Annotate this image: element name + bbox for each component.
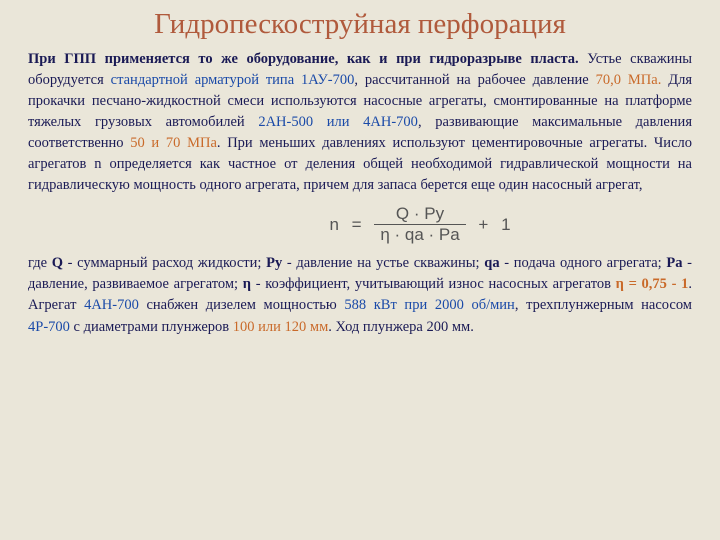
p2-seg-q: , трехплунжерным насосом (515, 297, 692, 313)
slide-body: Гидропескоструйная перфорация При ГПП пр… (0, 0, 720, 350)
paragraph-1: При ГПП применяется то же оборудование, … (28, 49, 692, 196)
formula-block: n = Q · Py η · qa · Pa + 1 (28, 204, 692, 245)
formula-plus: + (474, 215, 492, 235)
p2-var-Q: Q (52, 255, 63, 271)
p2-seg-c: - суммарный расход жидкости; (63, 255, 266, 271)
p1-seg-d: , рассчитанной на рабочее давление (354, 72, 595, 88)
slide-title: Гидропескоструйная перфорация (28, 8, 692, 41)
p1-bold-intro: При ГПП применяется то же оборудование, … (28, 51, 579, 67)
p2-pump-4r700: 4Р-700 (28, 319, 70, 335)
p2-seg-k: - коэффициент, учитывающий износ насосны… (251, 276, 616, 292)
p2-var-eta: η (243, 276, 251, 292)
p1-pump-models: 2АН-500 или 4АН-700 (258, 114, 418, 130)
formula-one: 1 (497, 215, 514, 235)
p2-var-Py: Ру (266, 255, 282, 271)
formula: n = Q · Py η · qa · Pa + 1 (325, 204, 514, 245)
formula-denominator: η · qa · Pa (374, 225, 465, 245)
formula-n: n (325, 215, 342, 235)
p1-pressure-70: 70,0 МПа. (596, 72, 662, 88)
p1-equip-type: стандартной арматурой типа 1АУ-700 (111, 72, 355, 88)
p2-var-Pa: Ра (666, 255, 682, 271)
paragraph-2: где Q - суммарный расход жидкости; Ру - … (28, 253, 692, 337)
p2-var-qa: qа (484, 255, 499, 271)
p2-seg-s: с диаметрами плунжеров (70, 319, 233, 335)
p2-power-588: 588 кВт при 2000 об/мин (344, 297, 514, 313)
p2-seg-o: снабжен дизелем мощностью (139, 297, 345, 313)
formula-numerator: Q · Py (374, 204, 465, 225)
formula-eq: = (348, 215, 366, 235)
formula-fraction: Q · Py η · qa · Pa (374, 204, 465, 245)
p2-eta-range: η = 0,75 - 1 (616, 276, 689, 292)
p2-unit-4an700: 4АН-700 (84, 297, 139, 313)
p2-seg-u: . Ход плунжера 200 мм. (328, 319, 474, 335)
p2-seg-g: - подача одного агрегата; (500, 255, 667, 271)
p2-seg-e: - давление на устье скважины; (282, 255, 484, 271)
p1-pressure-50-70: 50 и 70 МПа (130, 135, 217, 151)
p2-plunger-dia: 100 или 120 мм (233, 319, 328, 335)
p2-seg-a: где (28, 255, 52, 271)
